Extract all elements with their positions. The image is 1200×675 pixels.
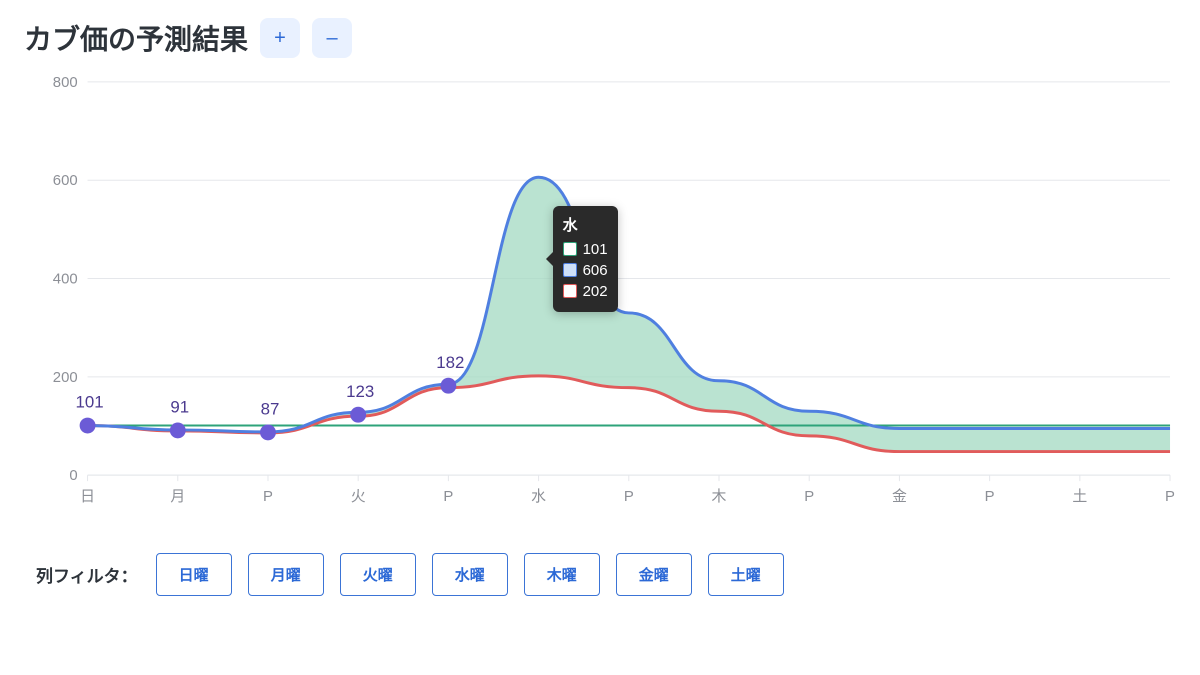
tooltip-row: 606 <box>563 260 608 281</box>
data-point-label: 87 <box>261 400 280 419</box>
x-tick-label: 火 <box>351 489 366 505</box>
y-tick-label: 0 <box>69 468 77 484</box>
x-tick-label: P <box>263 489 273 505</box>
data-point <box>170 422 186 438</box>
x-tick-label: P <box>985 489 995 505</box>
zoom-in-button[interactable]: + <box>260 18 300 58</box>
chart-tooltip: 水 101606202 <box>553 206 618 312</box>
column-filters: 列フィルタ： 日曜月曜火曜水曜木曜金曜土曜 <box>24 553 1176 596</box>
filter-button[interactable]: 月曜 <box>248 553 324 596</box>
data-point <box>440 378 456 394</box>
x-tick-label: 水 <box>531 488 546 505</box>
filters-label: 列フィルタ： <box>36 562 138 587</box>
chart-container: 0200400600800日月P火P水P木P金P土P1019187123182 … <box>24 68 1176 535</box>
header: カブ価の予測結果 + – <box>24 18 1176 58</box>
data-point <box>260 424 276 440</box>
tooltip-arrow-icon <box>546 252 553 266</box>
data-point <box>80 418 96 434</box>
tooltip-row: 202 <box>563 281 608 302</box>
x-tick-label: 土 <box>1072 488 1087 505</box>
x-tick-label: P <box>1165 489 1175 505</box>
minus-icon: – <box>326 27 337 50</box>
x-tick-label: 月 <box>170 489 185 505</box>
filter-button[interactable]: 金曜 <box>616 553 692 596</box>
y-tick-label: 800 <box>53 75 78 91</box>
data-point-label: 101 <box>75 393 103 412</box>
x-tick-label: 木 <box>712 488 727 505</box>
x-tick-label: P <box>443 489 453 505</box>
page-title: カブ価の予測結果 <box>24 18 248 58</box>
y-tick-label: 200 <box>53 370 78 386</box>
data-point-label: 182 <box>436 353 464 372</box>
data-point-label: 91 <box>170 398 189 417</box>
y-tick-label: 400 <box>53 271 78 287</box>
filter-button[interactable]: 火曜 <box>340 553 416 596</box>
tooltip-value: 606 <box>583 260 608 281</box>
plus-icon: + <box>274 27 286 50</box>
tooltip-swatch-icon <box>563 242 577 256</box>
data-point <box>350 407 366 423</box>
tooltip-value: 202 <box>583 281 608 302</box>
x-tick-label: P <box>624 489 634 505</box>
tooltip-title: 水 <box>563 214 608 235</box>
zoom-out-button[interactable]: – <box>312 18 352 58</box>
tooltip-value: 101 <box>583 239 608 260</box>
filter-button[interactable]: 土曜 <box>708 553 784 596</box>
filter-button[interactable]: 日曜 <box>156 553 232 596</box>
tooltip-row: 101 <box>563 239 608 260</box>
filter-button[interactable]: 木曜 <box>524 553 600 596</box>
upper-line <box>88 177 1170 432</box>
tooltip-swatch-icon <box>563 284 577 298</box>
filter-button[interactable]: 水曜 <box>432 553 508 596</box>
x-tick-label: 日 <box>80 489 95 505</box>
filter-buttons: 日曜月曜火曜水曜木曜金曜土曜 <box>156 553 784 596</box>
x-tick-label: 金 <box>892 488 907 505</box>
tooltip-rows: 101606202 <box>563 239 608 302</box>
tooltip-swatch-icon <box>563 263 577 277</box>
x-tick-label: P <box>804 489 814 505</box>
y-tick-label: 600 <box>53 173 78 189</box>
data-point-label: 123 <box>346 382 374 401</box>
